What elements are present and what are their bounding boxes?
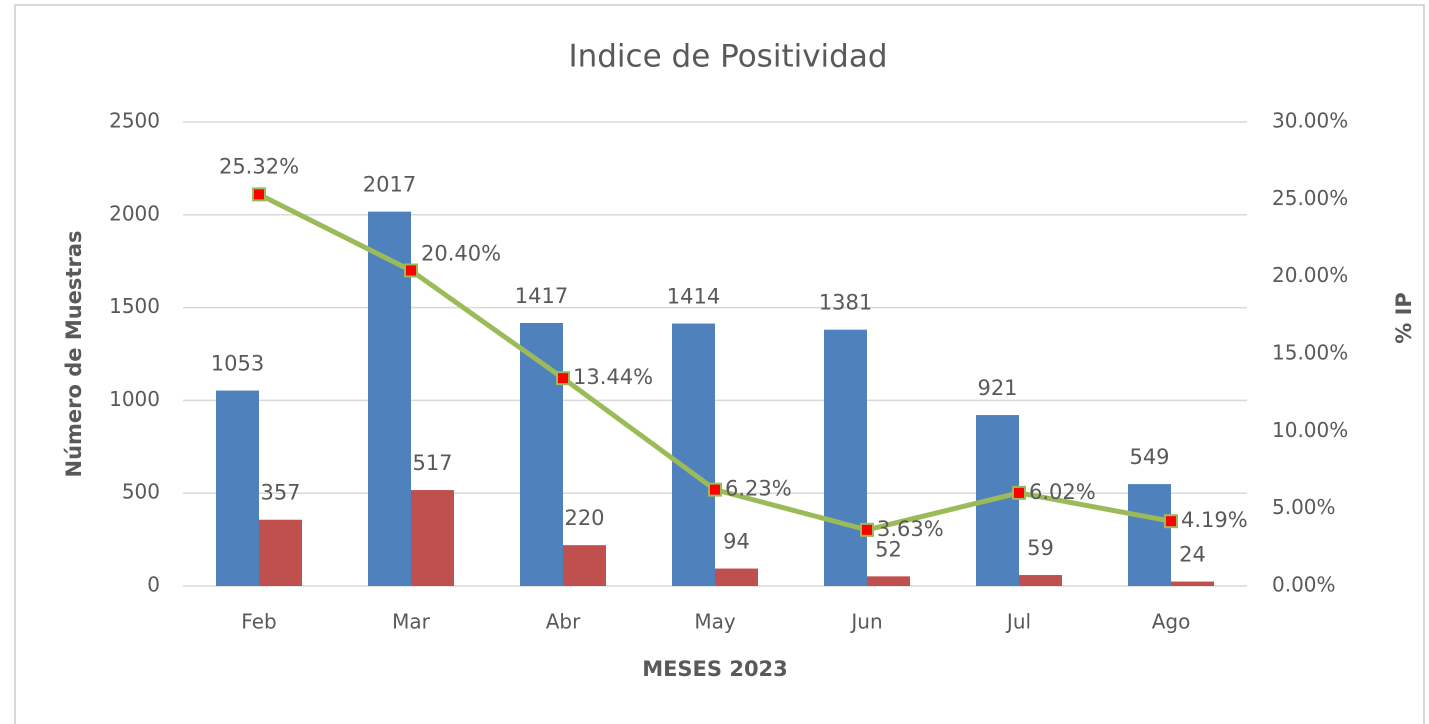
- bar-value-label: 549: [1129, 445, 1169, 469]
- bar-value-label: 94: [723, 530, 750, 554]
- bar-value-label: 2017: [363, 173, 416, 197]
- bar: [672, 323, 715, 586]
- chart-border: [14, 4, 1425, 724]
- line-marker: [1164, 514, 1178, 529]
- bar: [715, 568, 758, 586]
- line-value-label: 3.63%: [877, 517, 944, 541]
- x-tick-label: May: [694, 610, 736, 634]
- y-axis-title: Número de Muestras: [62, 231, 86, 478]
- y2-tick-label: 10.00%: [1272, 418, 1348, 442]
- line-value-label: 25.32%: [219, 154, 299, 178]
- y2-tick-label: 5.00%: [1272, 495, 1336, 519]
- bar: [368, 211, 411, 586]
- x-tick-label: Jun: [849, 610, 882, 634]
- bar-value-label: 24: [1179, 543, 1206, 567]
- line-marker: [404, 263, 418, 278]
- line-value-label: 13.44%: [573, 365, 653, 389]
- bar-value-label: 357: [260, 481, 300, 505]
- y-tick-label: 1500: [109, 294, 160, 318]
- line-value-label: 6.23%: [725, 477, 792, 501]
- bar: [1019, 575, 1062, 586]
- bar: [563, 545, 606, 586]
- y2-tick-label: 15.00%: [1272, 341, 1348, 365]
- line-value-label: 20.40%: [421, 241, 501, 265]
- bar-value-label: 52: [875, 537, 902, 561]
- line-marker: [556, 371, 570, 386]
- line-marker: [252, 187, 266, 202]
- line-value-label: 4.19%: [1181, 508, 1248, 532]
- y-tick-label: 1000: [109, 387, 160, 411]
- bar-value-label: 1053: [211, 352, 264, 376]
- bar: [1128, 484, 1171, 586]
- y2-axis-title: % IP: [1392, 292, 1416, 344]
- bar-value-label: 517: [412, 451, 452, 475]
- bar-value-label: 59: [1027, 536, 1054, 560]
- x-tick-label: Mar: [392, 610, 431, 634]
- bar: [824, 329, 867, 586]
- y2-tick-label: 25.00%: [1272, 186, 1348, 210]
- bar-value-label: 1417: [515, 284, 568, 308]
- y-tick-label: 0: [147, 573, 160, 597]
- line-value-label: 6.02%: [1029, 480, 1096, 504]
- bar: [216, 390, 259, 586]
- y2-tick-label: 30.00%: [1272, 109, 1348, 133]
- x-tick-label: Feb: [241, 610, 276, 634]
- y-tick-label: 500: [122, 480, 160, 504]
- y2-tick-label: 0.00%: [1272, 573, 1336, 597]
- bar-value-label: 1414: [667, 285, 720, 309]
- line-marker: [1012, 485, 1026, 500]
- bar: [411, 490, 454, 586]
- bar: [1171, 581, 1214, 586]
- x-tick-label: Ago: [1152, 610, 1191, 634]
- line-marker: [708, 482, 722, 497]
- y-tick-label: 2500: [109, 109, 160, 133]
- bar-value-label: 1381: [819, 291, 872, 315]
- x-tick-label: Abr: [546, 610, 581, 634]
- y-tick-label: 2000: [109, 201, 160, 225]
- bar: [259, 519, 302, 586]
- x-tick-label: Jul: [1005, 610, 1031, 634]
- chart-title: Indice de Positividad: [568, 39, 887, 75]
- line-marker: [860, 522, 874, 537]
- x-axis-title: MESES 2023: [642, 657, 788, 681]
- bar-value-label: 921: [977, 376, 1017, 400]
- bar-value-label: 220: [564, 506, 604, 530]
- y2-tick-label: 20.00%: [1272, 263, 1348, 287]
- bar: [867, 576, 910, 586]
- bar: [520, 323, 563, 586]
